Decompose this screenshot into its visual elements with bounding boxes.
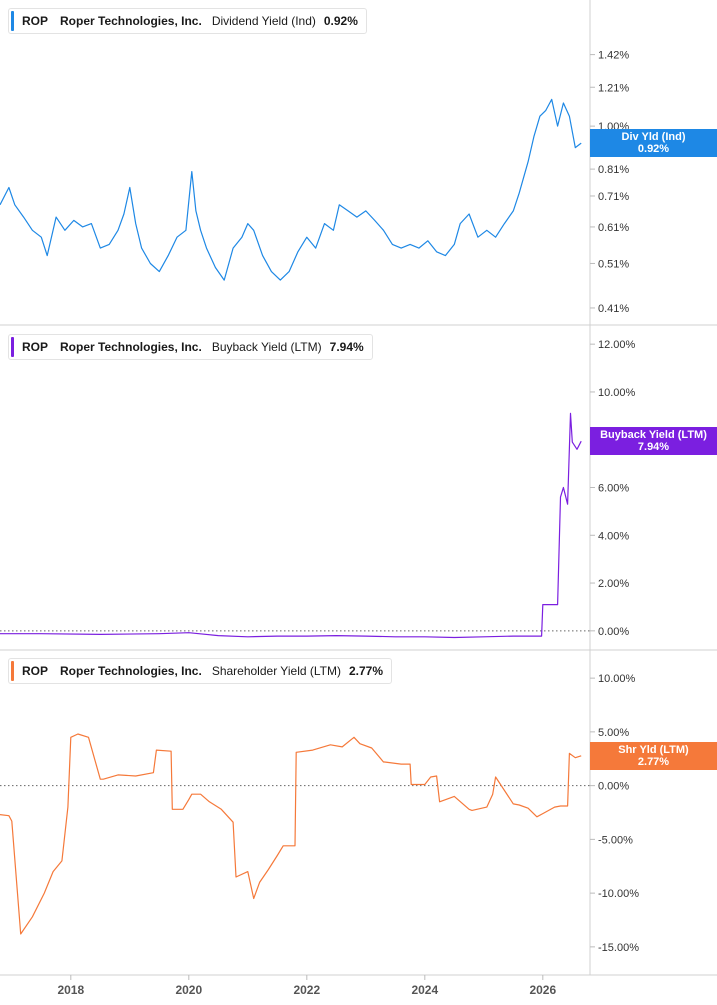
y-tick-label: -15.00% — [598, 942, 639, 954]
x-tick-label: 2018 — [57, 983, 84, 997]
series-line — [0, 412, 582, 639]
y-tick-label: 4.00% — [598, 530, 629, 542]
tag-label: Shr Yld (LTM) — [618, 743, 689, 756]
y-tick-label: 1.42% — [598, 50, 629, 62]
y-tick-label: 0.51% — [598, 258, 629, 270]
y-tick-label: -5.00% — [598, 834, 633, 846]
series-legend[interactable]: ROP Roper Technologies, Inc. Dividend Yiel… — [8, 8, 367, 34]
last-value-tag: Buyback Yield (LTM) 7.94% — [590, 427, 717, 456]
y-tick-label: 0.81% — [598, 164, 629, 176]
legend-value: 2.77% — [348, 664, 384, 678]
y-tick-label: -10.00% — [598, 888, 639, 900]
tag-label: Div Yld (Ind) — [621, 131, 686, 144]
legend-metric: Dividend Yield (Ind) — [211, 14, 316, 28]
y-tick-label: 10.00% — [598, 387, 636, 399]
y-tick-label: 12.00% — [598, 339, 636, 351]
legend-value: 7.94% — [329, 340, 364, 354]
legend-ticker: ROP — [22, 664, 49, 678]
legend-company: Roper Technologies, Inc. — [60, 340, 202, 354]
series-legend[interactable]: ROP Roper Technologies, Inc. Shareholder Y… — [8, 658, 393, 684]
x-tick-label: 2022 — [293, 983, 320, 997]
tag-label: Buyback Yield (LTM) — [600, 429, 707, 442]
last-value-tag: Div Yld (Ind) 0.92% — [590, 129, 717, 158]
series-line — [0, 98, 582, 281]
x-tick-label: 2024 — [411, 983, 438, 997]
legend-company: Roper Technologies, Inc. — [60, 14, 202, 28]
legend-ticker: ROP — [22, 14, 49, 28]
x-tick-label: 2020 — [175, 983, 202, 997]
series-legend[interactable]: ROP Roper Technologies, Inc. Buyback Yield… — [8, 334, 373, 360]
series-line — [0, 733, 582, 935]
tag-value: 2.77% — [637, 755, 670, 768]
last-value-tag: Shr Yld (LTM) 2.77% — [590, 741, 717, 770]
legend-company: Roper Technologies, Inc. — [60, 664, 202, 678]
legend-color-swatch — [11, 11, 14, 31]
tag-value: 0.92% — [637, 143, 670, 156]
y-tick-label: 0.61% — [598, 222, 629, 234]
y-tick-label: 0.71% — [598, 191, 629, 203]
x-tick-label: 2026 — [529, 983, 556, 997]
y-tick-label: 0.00% — [598, 626, 629, 638]
y-tick-label: 1.21% — [598, 82, 629, 94]
tag-value: 7.94% — [637, 441, 670, 454]
legend-metric: Buyback Yield (LTM) — [211, 340, 322, 354]
legend-color-swatch — [11, 337, 14, 357]
y-tick-label: 5.00% — [598, 727, 629, 739]
y-tick-label: 6.00% — [598, 483, 629, 495]
y-tick-label: 0.00% — [598, 781, 629, 793]
y-tick-label: 2.00% — [598, 578, 629, 590]
y-tick-label: 10.00% — [598, 673, 636, 685]
y-tick-label: 0.41% — [598, 303, 629, 315]
legend-value: 0.92% — [323, 14, 358, 28]
legend-ticker: ROP — [22, 340, 49, 354]
legend-metric: Shareholder Yield (LTM) — [211, 664, 341, 678]
legend-color-swatch — [11, 661, 14, 681]
